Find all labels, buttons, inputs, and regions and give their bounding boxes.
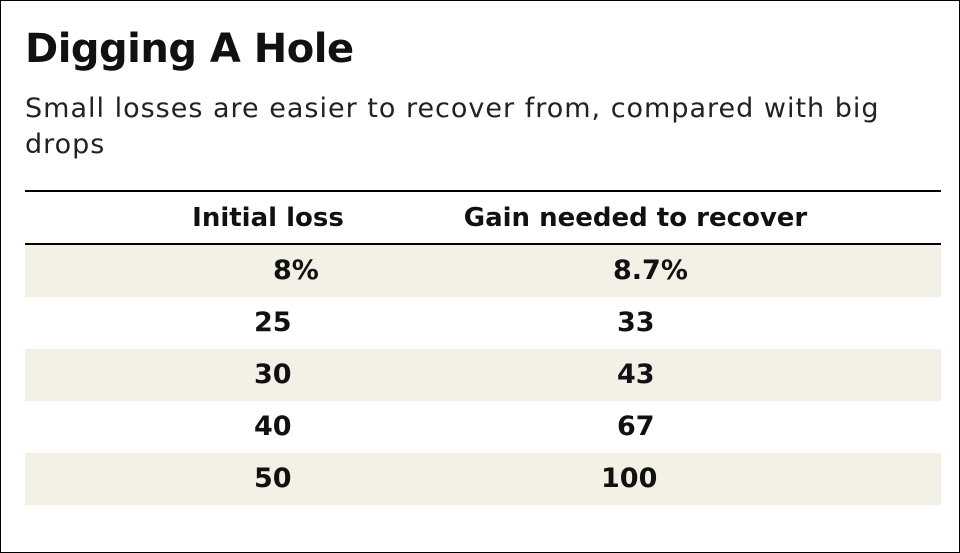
gain-needed-cell: 8.7% [613,255,688,286]
table-row: 30 43 [25,349,941,401]
chart-title: Digging A Hole [25,26,354,72]
chart-subtitle: Small losses are easier to recover from,… [25,93,880,160]
table-row: 50 100 [25,453,941,505]
column-header-initial-loss: Initial loss [192,203,344,233]
initial-loss-cell: 40 [254,411,292,442]
initial-loss-cell: 8% [273,255,319,286]
gain-needed-cell: 100 [601,463,658,494]
initial-loss-cell: 25 [254,307,292,338]
gain-needed-cell: 67 [617,411,655,442]
gain-needed-cell: 33 [617,307,655,338]
gain-needed-cell: 43 [617,359,655,390]
column-header-gain-needed: Gain needed to recover [463,203,808,233]
table-body: 8% 8.7% 25 33 30 43 40 67 50 100 [25,245,941,505]
table-header-rule [25,243,941,245]
table-row: 8% 8.7% [25,245,941,297]
table-row: 40 67 [25,401,941,453]
initial-loss-cell: 30 [254,359,292,390]
data-table: Initial loss Gain needed to recover 8% 8.… [25,190,941,505]
table-row: 25 33 [25,297,941,349]
table-top-rule [25,190,941,192]
table-header-row: Initial loss Gain needed to recover [25,192,941,243]
initial-loss-cell: 50 [254,463,292,494]
